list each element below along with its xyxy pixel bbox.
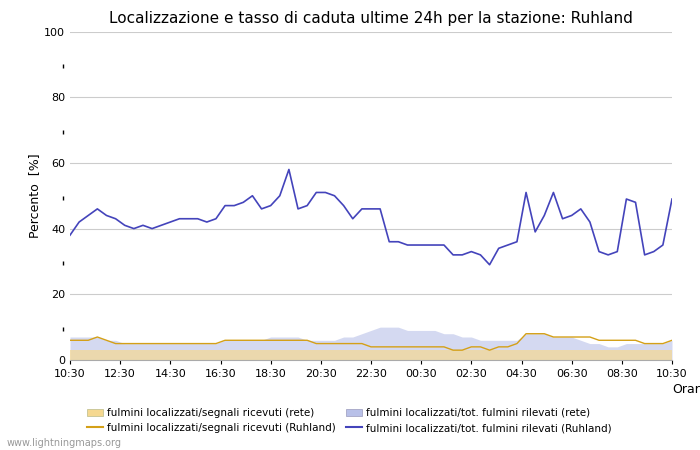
Text: www.lightningmaps.org: www.lightningmaps.org	[7, 438, 122, 448]
Title: Localizzazione e tasso di caduta ultime 24h per la stazione: Ruhland: Localizzazione e tasso di caduta ultime …	[109, 11, 633, 26]
Y-axis label: Percento  [%]: Percento [%]	[29, 153, 41, 238]
Text: Orario: Orario	[672, 383, 700, 396]
Legend: fulmini localizzati/segnali ricevuti (rete), fulmini localizzati/segnali ricevut: fulmini localizzati/segnali ricevuti (re…	[88, 408, 612, 433]
